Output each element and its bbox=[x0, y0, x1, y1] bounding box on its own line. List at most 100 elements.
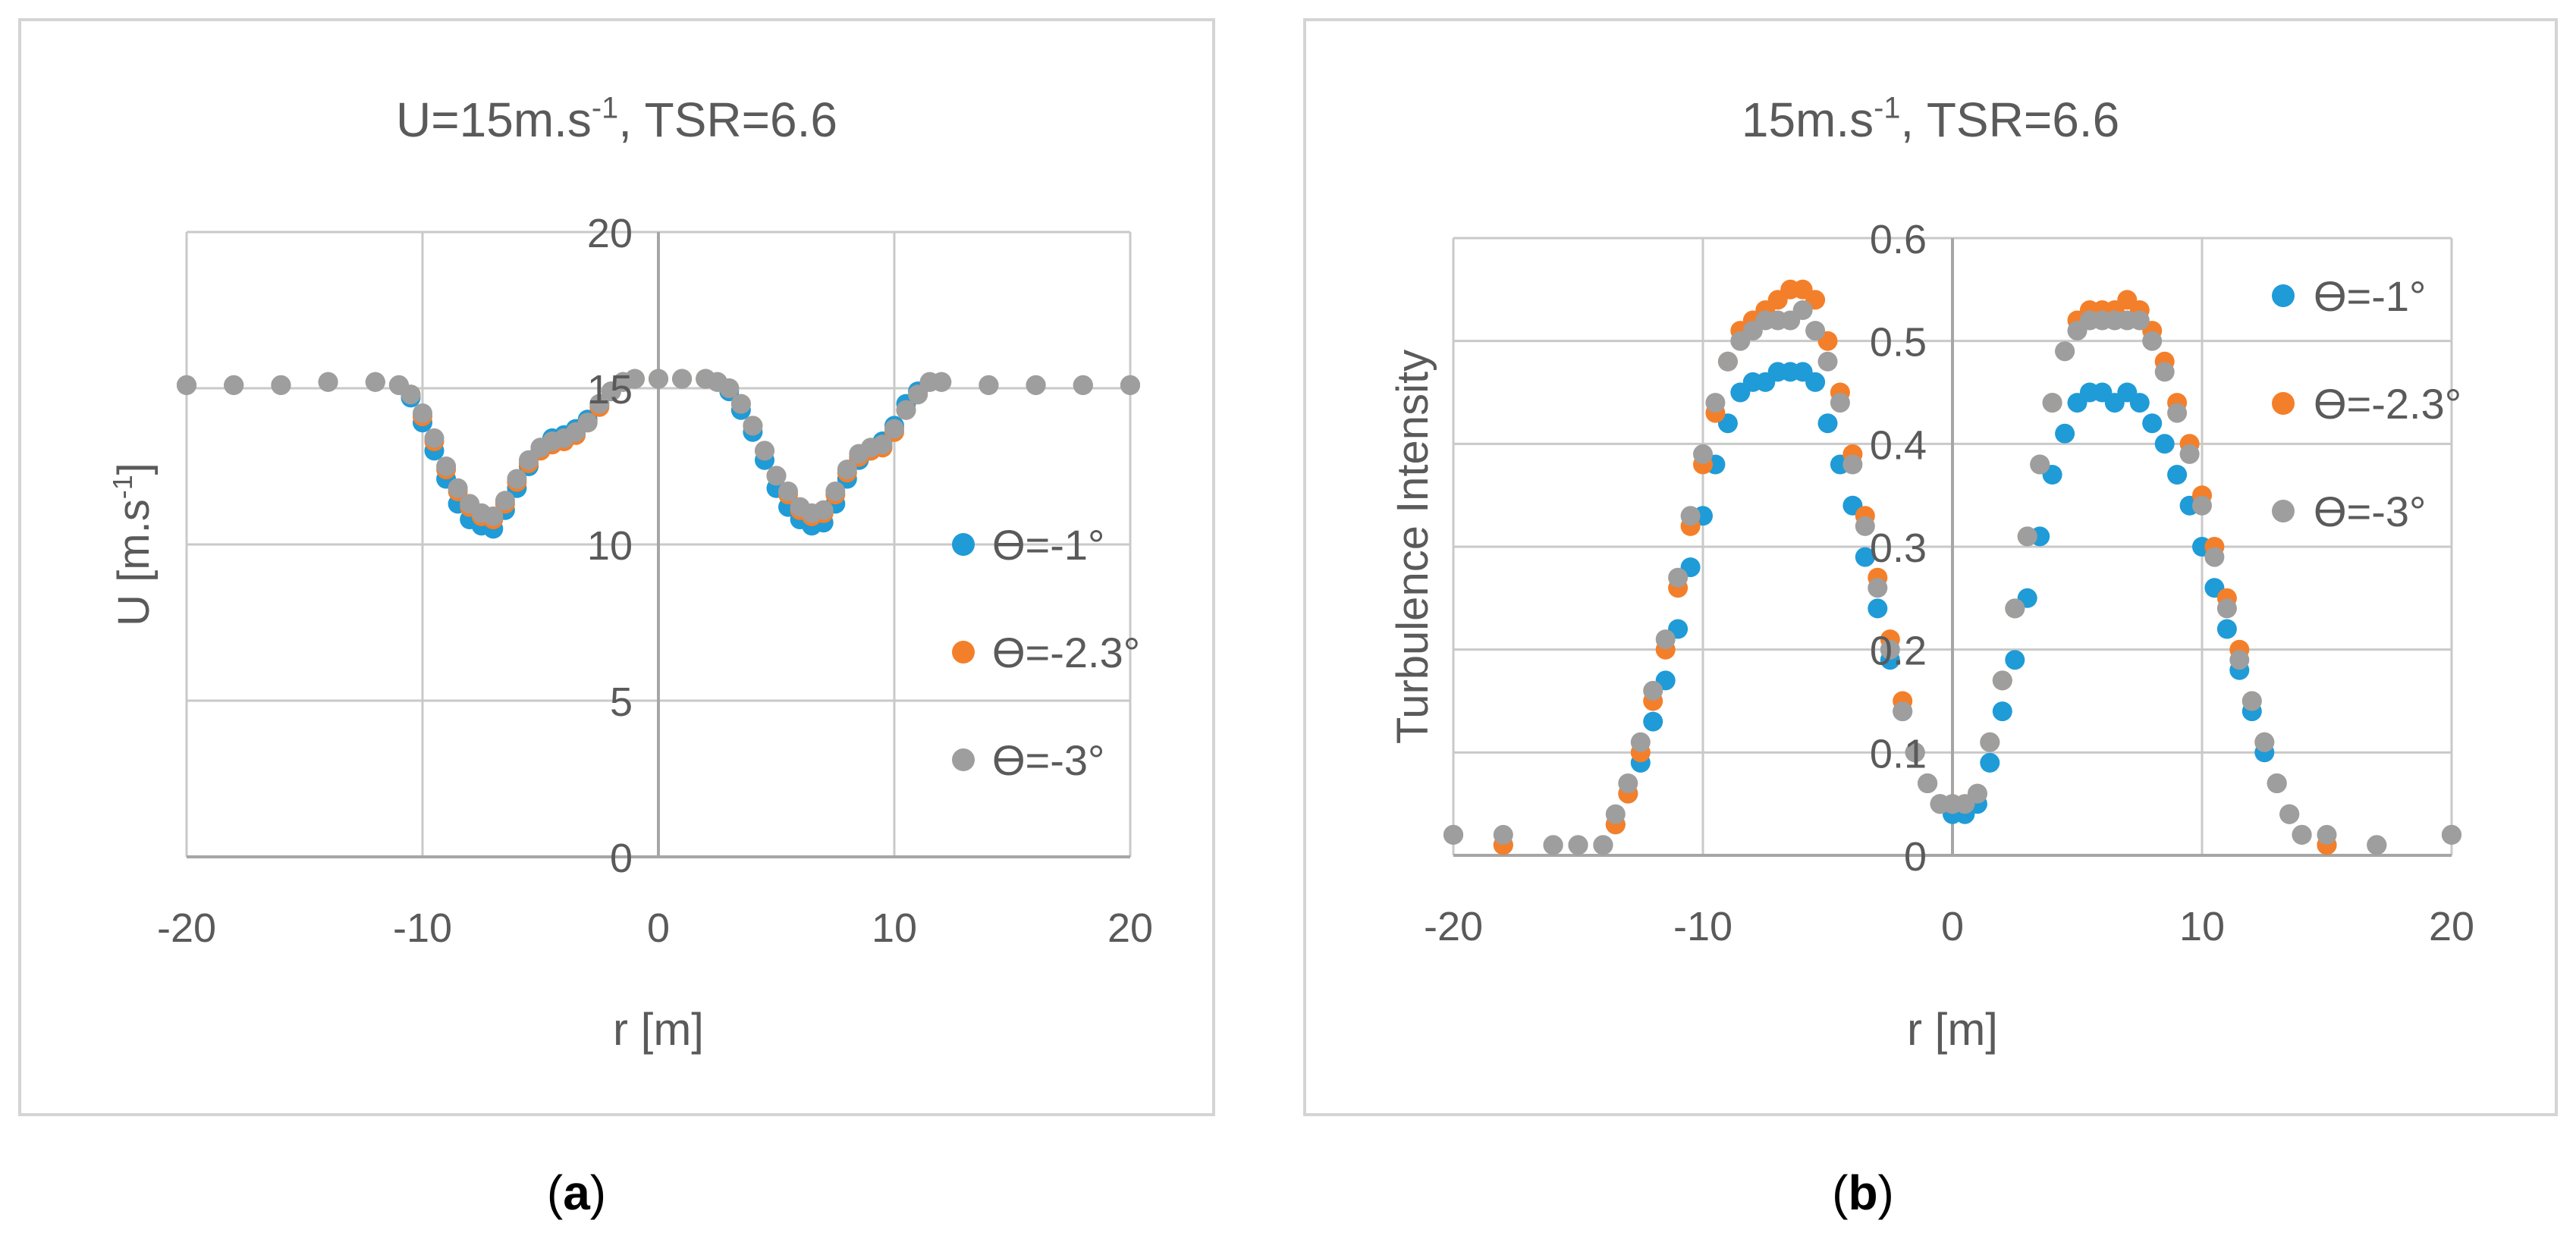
data-point bbox=[1668, 567, 1689, 588]
x-tick-label: -10 bbox=[1673, 904, 1733, 949]
data-point bbox=[1792, 300, 1813, 320]
data-point bbox=[2367, 835, 2387, 855]
data-point bbox=[778, 482, 798, 501]
y-tick-label: 0 bbox=[610, 836, 633, 881]
data-point bbox=[1880, 639, 1900, 660]
legend-marker bbox=[2272, 284, 2295, 307]
data-point bbox=[1543, 835, 1563, 855]
chart-title-main: U=15m.s bbox=[396, 93, 592, 147]
legend-marker bbox=[2272, 392, 2295, 415]
y-axis-label: U [m.s-1] bbox=[107, 463, 159, 626]
data-point bbox=[1980, 752, 2000, 773]
data-point bbox=[2055, 341, 2075, 362]
chart-title-rest: , TSR=6.6 bbox=[1900, 93, 2119, 147]
x-tick-label: 10 bbox=[2179, 904, 2225, 949]
chart-panel-b: 0 0.1 0.2 0.3 0.4 0.5 0.6 -20 -10 0 10 20 15m.s-1, T… bbox=[1303, 18, 2558, 1116]
legend-item-2: ϴ=-2.3° bbox=[952, 629, 1140, 676]
data-point bbox=[1893, 701, 1913, 722]
data-point bbox=[2129, 310, 2150, 331]
data-point bbox=[2167, 403, 2188, 423]
data-point bbox=[2254, 732, 2275, 752]
data-point bbox=[649, 369, 668, 389]
data-point bbox=[755, 441, 774, 461]
caption-b-open: ( bbox=[1832, 1165, 1848, 1220]
data-point bbox=[424, 428, 445, 448]
data-point bbox=[436, 456, 457, 476]
legend-label: ϴ=-2.3° bbox=[992, 629, 1140, 676]
data-point bbox=[2154, 434, 2175, 454]
caption-b-letter: b bbox=[1848, 1165, 1877, 1220]
data-point bbox=[1680, 506, 1701, 526]
data-point bbox=[2005, 650, 2025, 670]
data-point bbox=[1992, 701, 2012, 722]
data-point bbox=[2216, 619, 2237, 639]
chart-title-superscript: -1 bbox=[1874, 92, 1900, 125]
data-point bbox=[2216, 598, 2237, 619]
data-point bbox=[2129, 393, 2150, 413]
data-point bbox=[448, 478, 468, 498]
data-point bbox=[2005, 598, 2025, 619]
y-tick-label: 0.5 bbox=[1870, 320, 1927, 365]
data-point bbox=[2167, 465, 2188, 485]
data-point bbox=[2292, 824, 2312, 845]
data-point bbox=[495, 491, 515, 511]
chart-frame bbox=[18, 18, 1215, 1116]
data-point bbox=[1967, 783, 1987, 804]
caption-b: (b) bbox=[1832, 1165, 1894, 1220]
data-point bbox=[1817, 413, 1838, 434]
x-tick-label: 0 bbox=[647, 905, 670, 951]
data-point bbox=[1605, 804, 1626, 824]
legend-marker bbox=[2272, 500, 2295, 522]
data-point bbox=[1120, 375, 1140, 395]
data-point bbox=[2442, 824, 2461, 845]
data-point bbox=[507, 469, 527, 489]
data-point bbox=[2142, 331, 2163, 351]
legend-label: ϴ=-3° bbox=[2314, 488, 2426, 535]
data-point bbox=[365, 372, 385, 392]
data-point bbox=[1868, 598, 1888, 619]
y-axis-label-main: Turbulence Intensity bbox=[1388, 350, 1437, 744]
y-axis-label: Turbulence Intensity bbox=[1388, 350, 1437, 744]
data-point bbox=[2017, 526, 2037, 547]
data-point bbox=[2279, 804, 2300, 824]
data-point bbox=[1643, 711, 1663, 732]
y-tick-label: 0.2 bbox=[1870, 629, 1927, 674]
data-point bbox=[743, 416, 763, 436]
data-point bbox=[672, 369, 693, 389]
data-point bbox=[483, 506, 504, 526]
legend-label: ϴ=-1° bbox=[992, 521, 1104, 569]
data-point bbox=[519, 450, 539, 470]
x-tick-label: -10 bbox=[393, 905, 452, 951]
y-axis-label-rest: ] bbox=[109, 463, 159, 475]
data-point bbox=[979, 375, 999, 395]
data-point bbox=[1073, 375, 1093, 395]
data-point bbox=[1817, 351, 1838, 372]
data-point bbox=[730, 394, 751, 414]
data-point bbox=[2267, 773, 2287, 793]
x-tick-label: 0 bbox=[1941, 904, 1964, 949]
y-tick-label: 0.4 bbox=[1870, 422, 1927, 468]
chart-title: 15m.s-1, TSR=6.6 bbox=[1742, 92, 2119, 147]
data-point bbox=[2055, 423, 2075, 444]
data-point bbox=[1444, 824, 1463, 845]
data-point bbox=[2241, 691, 2262, 711]
x-tick-label: 20 bbox=[1107, 905, 1153, 951]
data-point bbox=[1493, 824, 1513, 845]
data-point bbox=[1655, 629, 1676, 650]
data-point bbox=[872, 434, 893, 455]
data-point bbox=[2142, 413, 2163, 434]
legend-item-1: ϴ=-1° bbox=[952, 521, 1104, 569]
y-axis-label-main: U [m.s bbox=[109, 499, 159, 626]
legend-item-1: ϴ=-1° bbox=[2272, 272, 2426, 320]
data-point bbox=[1693, 444, 1713, 464]
legend-marker bbox=[952, 641, 975, 663]
x-tick-label: -20 bbox=[157, 905, 216, 951]
data-point bbox=[2179, 444, 2200, 464]
data-point bbox=[719, 378, 740, 398]
chart-title-main: 15m.s bbox=[1742, 93, 1874, 147]
legend-item-2: ϴ=-2.3° bbox=[2272, 380, 2461, 428]
data-point bbox=[1805, 321, 1826, 341]
chart-title-superscript: -1 bbox=[592, 92, 618, 125]
